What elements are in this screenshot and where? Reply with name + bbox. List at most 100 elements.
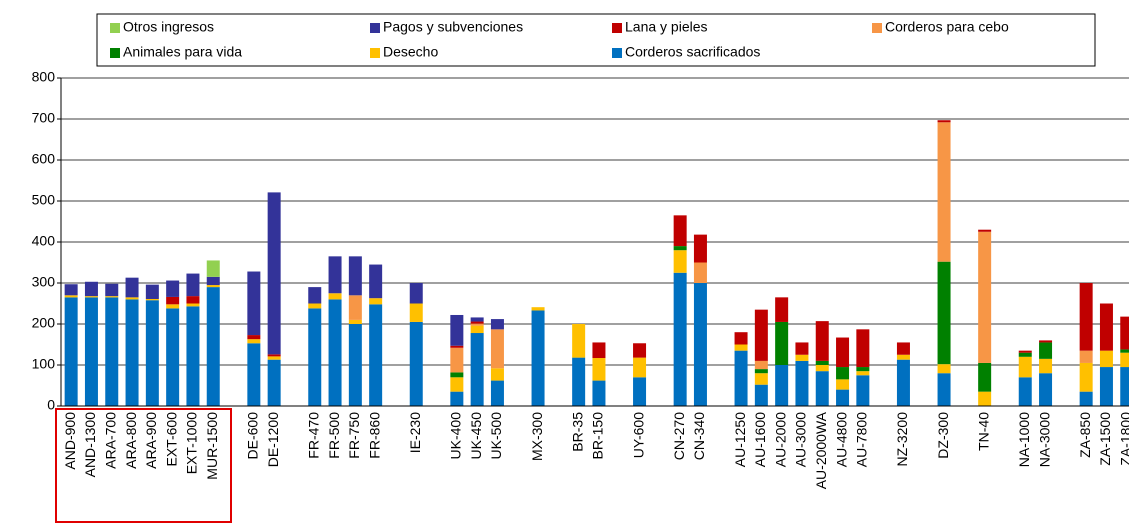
bar-segment <box>978 229 992 232</box>
x-tick-label: AND-900 <box>62 412 78 470</box>
legend-label: Lana y pieles <box>625 19 708 35</box>
bar-segment <box>572 357 586 406</box>
bar-segment <box>186 273 200 297</box>
bar-segment <box>795 354 809 361</box>
bar-segment <box>1039 342 1053 359</box>
bar-segment <box>267 354 281 357</box>
bar-segment <box>186 303 200 307</box>
bar-segment <box>937 261 951 365</box>
bar-segment <box>754 360 768 370</box>
bar-segment <box>693 283 707 406</box>
bar-segment <box>328 256 342 294</box>
bar-segment <box>856 367 870 372</box>
y-tick-label: 100 <box>32 356 56 372</box>
x-tick-label: DE-1200 <box>265 412 281 467</box>
x-tick-label: AU-1250 <box>732 412 748 467</box>
bar-segment <box>409 321 423 406</box>
legend-swatch <box>612 48 622 58</box>
legend-label: Corderos para cebo <box>885 19 1009 35</box>
bar-segment <box>450 347 464 373</box>
bar-segment <box>1079 283 1093 351</box>
bar-segment <box>754 384 768 406</box>
bar-segment <box>734 350 748 406</box>
bar-segment <box>470 323 484 326</box>
bar-segment <box>633 343 647 358</box>
bar-segment <box>145 284 159 299</box>
bar-segment <box>450 391 464 406</box>
bar-segment <box>836 389 850 406</box>
bar-segment <box>1018 356 1032 378</box>
bar-segment <box>450 372 464 378</box>
legend-swatch <box>370 23 380 33</box>
bar-segment <box>795 342 809 355</box>
bar-segment <box>693 262 707 283</box>
x-tick-label: AU-4800 <box>833 412 849 467</box>
bar-segment <box>937 364 951 374</box>
bar-segment <box>247 339 261 344</box>
bar-segment <box>633 377 647 406</box>
highlight-box <box>55 408 232 523</box>
legend-swatch <box>370 48 380 58</box>
bar-segment <box>84 297 98 406</box>
bar-segment <box>105 297 119 406</box>
bar-segment <box>836 367 850 380</box>
bar-segment <box>470 317 484 322</box>
x-tick-label: AU-7800 <box>854 412 870 467</box>
bar-segment <box>673 250 687 273</box>
bar-segment <box>490 319 504 330</box>
bar-segment <box>206 287 220 406</box>
bar-segment <box>64 297 78 406</box>
bar-segment <box>125 299 139 406</box>
x-tick-label: NZ-3200 <box>894 412 910 467</box>
legend-label: Otros ingresos <box>123 19 214 35</box>
bar-segment <box>166 280 180 297</box>
bar-segment <box>328 299 342 406</box>
bar-segment <box>572 324 586 358</box>
bar-segment <box>1018 350 1032 353</box>
x-tick-label: AU-1600 <box>752 412 768 467</box>
x-tick-label: ZA-850 <box>1077 412 1093 458</box>
bar-segment <box>1018 377 1032 406</box>
y-tick-label: 700 <box>32 110 56 126</box>
legend-swatch <box>110 48 120 58</box>
bar-segment <box>64 295 78 298</box>
legend-label: Animales para vida <box>123 44 242 60</box>
x-tick-label: FR-470 <box>305 412 321 459</box>
bar-segment <box>896 354 910 360</box>
x-tick-label: AND-1300 <box>82 412 98 478</box>
bar-segment <box>105 296 119 298</box>
bar-segment <box>978 362 992 392</box>
bar-segment <box>775 321 789 365</box>
x-tick-label: CN-340 <box>691 412 707 460</box>
x-tick-label: MUR-1500 <box>204 412 220 480</box>
bar-segment <box>937 120 951 123</box>
x-tick-label: AU-2000WA <box>813 411 829 489</box>
bar-segment <box>592 342 606 359</box>
bar-segment <box>937 122 951 262</box>
bar-segment <box>1099 350 1113 368</box>
bar-segment <box>734 344 748 351</box>
legend-box <box>96 13 1096 67</box>
bar-segment <box>64 284 78 296</box>
bar-segment <box>734 332 748 345</box>
bar-segment <box>754 373 768 385</box>
bar-segment <box>490 380 504 406</box>
bar-segment <box>328 293 342 300</box>
bar-segment <box>84 296 98 298</box>
bar-segment <box>166 304 180 309</box>
x-tick-label: DE-600 <box>245 412 261 460</box>
bar-segment <box>470 321 484 324</box>
bar-segment <box>470 325 484 334</box>
bar-segment <box>206 285 220 288</box>
legend-label: Pagos y subvenciones <box>383 19 523 35</box>
bar-segment <box>145 298 159 301</box>
bar-segment <box>1120 367 1129 406</box>
bar-segment <box>978 391 992 406</box>
x-tick-label: FR-500 <box>326 412 342 459</box>
bar-segment <box>531 307 545 311</box>
bar-segment <box>1039 340 1053 343</box>
x-tick-label: ARA-900 <box>143 412 159 469</box>
bar-segment <box>531 310 545 406</box>
bar-segment <box>308 308 322 406</box>
